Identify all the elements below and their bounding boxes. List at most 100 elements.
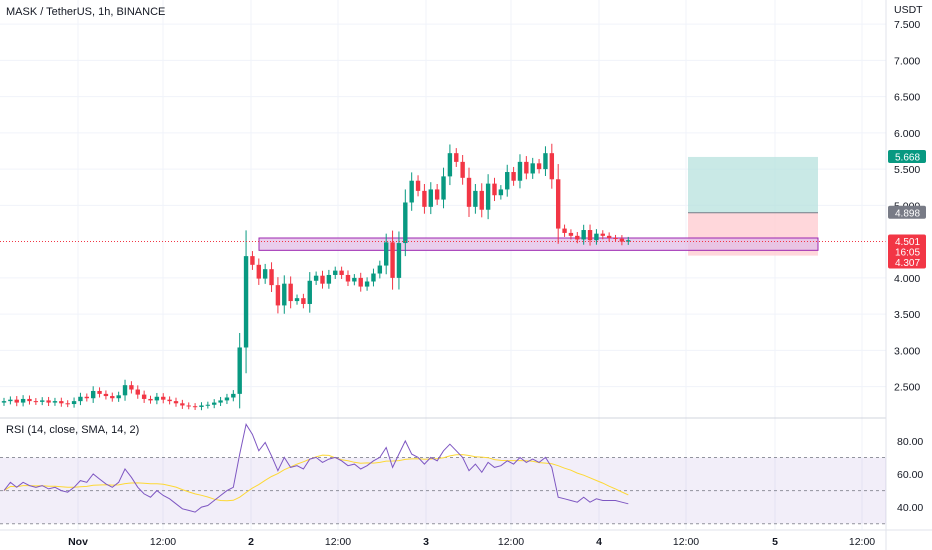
- candle-body: [403, 202, 408, 244]
- candle-body: [409, 180, 414, 203]
- time-axis[interactable]: Nov 12:00 2 12:00 3 12:00 4 12:00 5 12:00: [68, 536, 875, 548]
- candle: [492, 177, 497, 202]
- time-tick-label: 12:00: [849, 536, 875, 548]
- candle: [403, 189, 408, 257]
- support-zone-rectangle[interactable]: [258, 237, 819, 251]
- price-tick-label: 5.500: [894, 164, 920, 176]
- candle-body: [256, 264, 261, 279]
- candle: [46, 396, 51, 407]
- candle: [275, 277, 281, 314]
- candle-body: [90, 390, 96, 399]
- candle: [27, 395, 32, 405]
- candle-body: [8, 399, 13, 402]
- candle-body: [78, 396, 83, 402]
- stop-price-text: 4.307: [895, 258, 920, 269]
- candle-body: [543, 153, 548, 170]
- candle-body: [307, 280, 312, 304]
- candle: [84, 393, 90, 402]
- candle-body: [562, 228, 567, 233]
- rsi-axis[interactable]: 80.00 60.00 40.00: [897, 436, 923, 514]
- candle: [352, 274, 357, 286]
- candle: [460, 154, 465, 185]
- candle: [243, 230, 249, 374]
- candle-body: [460, 161, 465, 178]
- candle-body: [27, 398, 32, 402]
- candle: [619, 235, 625, 246]
- candle: [110, 392, 115, 402]
- candle: [415, 175, 421, 197]
- candle: [116, 391, 121, 402]
- candle: [511, 166, 516, 186]
- candle: [543, 146, 548, 177]
- price-tick-label: 6.500: [894, 92, 920, 104]
- candle: [20, 395, 26, 407]
- candle: [231, 390, 236, 402]
- candle: [97, 387, 102, 398]
- candle-body: [275, 285, 281, 306]
- rsi-tick-label: 60.00: [897, 469, 923, 481]
- candle-body: [626, 240, 631, 242]
- candle: [333, 266, 338, 279]
- candle: [1, 397, 7, 406]
- candle-body: [231, 393, 236, 398]
- candle-body: [613, 238, 618, 239]
- candle-body: [441, 176, 446, 200]
- time-tick-label: 12:00: [498, 536, 524, 548]
- candle-body: [148, 398, 153, 401]
- last-price-tag: 4.501 16:05 4.307: [888, 234, 926, 269]
- candle: [466, 167, 472, 217]
- candle-body: [377, 265, 383, 274]
- candle: [141, 390, 147, 403]
- candle-body: [1, 401, 7, 403]
- candle-body: [212, 402, 217, 405]
- candle: [364, 277, 370, 291]
- candle: [192, 403, 198, 411]
- candle-body: [524, 161, 529, 174]
- rsi-tick-label: 80.00: [897, 436, 923, 448]
- candle: [161, 393, 166, 404]
- time-tick-label: 2: [248, 536, 254, 548]
- candle: [256, 258, 261, 285]
- candle-body: [447, 153, 453, 177]
- candle: [135, 385, 140, 399]
- candle: [524, 156, 529, 180]
- candle-body: [511, 172, 516, 181]
- candle-body: [606, 235, 612, 238]
- candle-body: [390, 242, 395, 278]
- entry-price-tag: 4.898: [888, 205, 926, 219]
- candle: [562, 224, 567, 237]
- candle: [8, 396, 13, 405]
- candle: [14, 396, 19, 407]
- candle-body: [269, 269, 274, 286]
- candle-body: [116, 395, 121, 399]
- candles: [1, 143, 631, 411]
- candle-body: [167, 399, 172, 402]
- rsi-line: [3, 422, 629, 513]
- price-tick-label: 7.000: [894, 55, 920, 67]
- candle-body: [555, 179, 561, 229]
- candle-body: [282, 283, 287, 306]
- candle: [600, 230, 605, 240]
- price-tick-label: 3.000: [894, 345, 920, 357]
- candle: [180, 399, 185, 409]
- candle: [594, 229, 599, 245]
- candle: [90, 386, 96, 403]
- currency-label: USDT: [894, 4, 923, 16]
- target-zone[interactable]: [688, 156, 818, 213]
- candle-body: [517, 161, 523, 181]
- candle: [212, 399, 217, 409]
- candle-body: [110, 396, 115, 399]
- candle: [173, 397, 179, 407]
- candle: [326, 269, 332, 289]
- candle-body: [345, 274, 351, 282]
- candle-body: [46, 400, 51, 403]
- candle: [371, 268, 376, 287]
- candle: [358, 272, 363, 292]
- price-axis[interactable]: USDT 7.5007.0006.5006.0005.5005.0004.000…: [894, 4, 923, 394]
- candle-body: [587, 230, 593, 241]
- candle-body: [186, 405, 191, 407]
- time-tick-label: 5: [772, 536, 778, 548]
- candle: [587, 224, 593, 246]
- candle-body: [243, 256, 249, 348]
